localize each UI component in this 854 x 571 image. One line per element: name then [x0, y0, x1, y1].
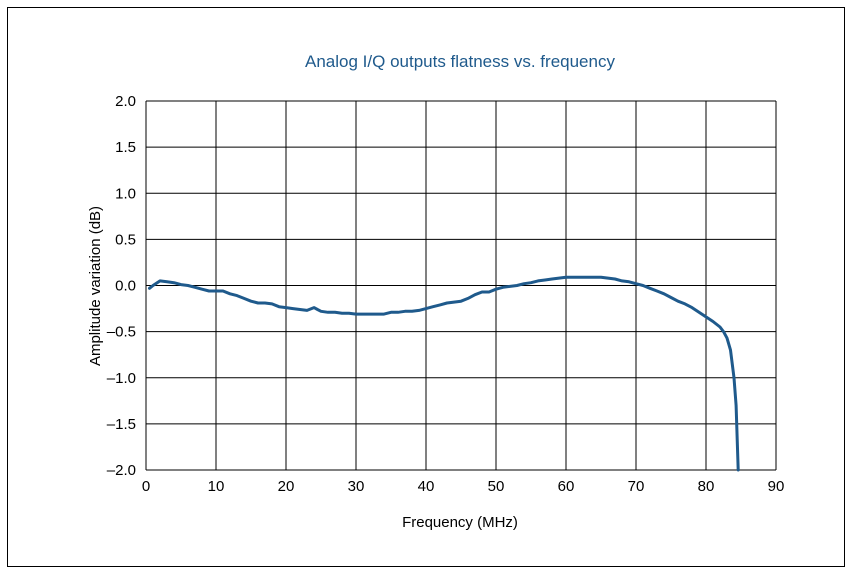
y-tick-label: 1.0 — [115, 185, 136, 202]
y-tick-label: –1.0 — [107, 370, 136, 387]
chart-grid — [145, 100, 777, 471]
y-tick-labels: 2.0 1.5 1.0 0.5 0.0 –0.5 –1.0 –1.5 –2.0 — [107, 93, 136, 479]
y-tick-label: 0.0 — [115, 278, 136, 295]
y-tick-label: –0.5 — [107, 324, 136, 341]
x-tick-label: 60 — [558, 478, 575, 495]
x-tick-label: 70 — [628, 478, 645, 495]
x-tick-label: 40 — [418, 478, 435, 495]
x-tick-label: 80 — [698, 478, 715, 495]
y-tick-label: –2.0 — [107, 462, 136, 479]
y-tick-label: 2.0 — [115, 93, 136, 110]
y-tick-label: 1.5 — [115, 139, 136, 156]
series-line — [148, 275, 740, 472]
x-axis-label: Frequency (MHz) — [402, 514, 518, 531]
y-tick-label: 0.5 — [115, 231, 136, 248]
y-axis-label: Amplitude variation (dB) — [87, 206, 104, 366]
plot-area — [148, 275, 740, 472]
x-tick-label: 20 — [278, 478, 295, 495]
x-tick-label: 30 — [348, 478, 365, 495]
x-tick-label: 0 — [142, 478, 150, 495]
chart-title: Analog I/Q outputs flatness vs. frequenc… — [305, 52, 615, 71]
x-tick-label: 90 — [768, 478, 785, 495]
y-tick-label: –1.5 — [107, 416, 136, 433]
x-tick-labels: 0 10 20 30 40 50 60 70 80 90 — [142, 478, 785, 495]
x-tick-label: 50 — [488, 478, 505, 495]
x-tick-label: 10 — [208, 478, 225, 495]
